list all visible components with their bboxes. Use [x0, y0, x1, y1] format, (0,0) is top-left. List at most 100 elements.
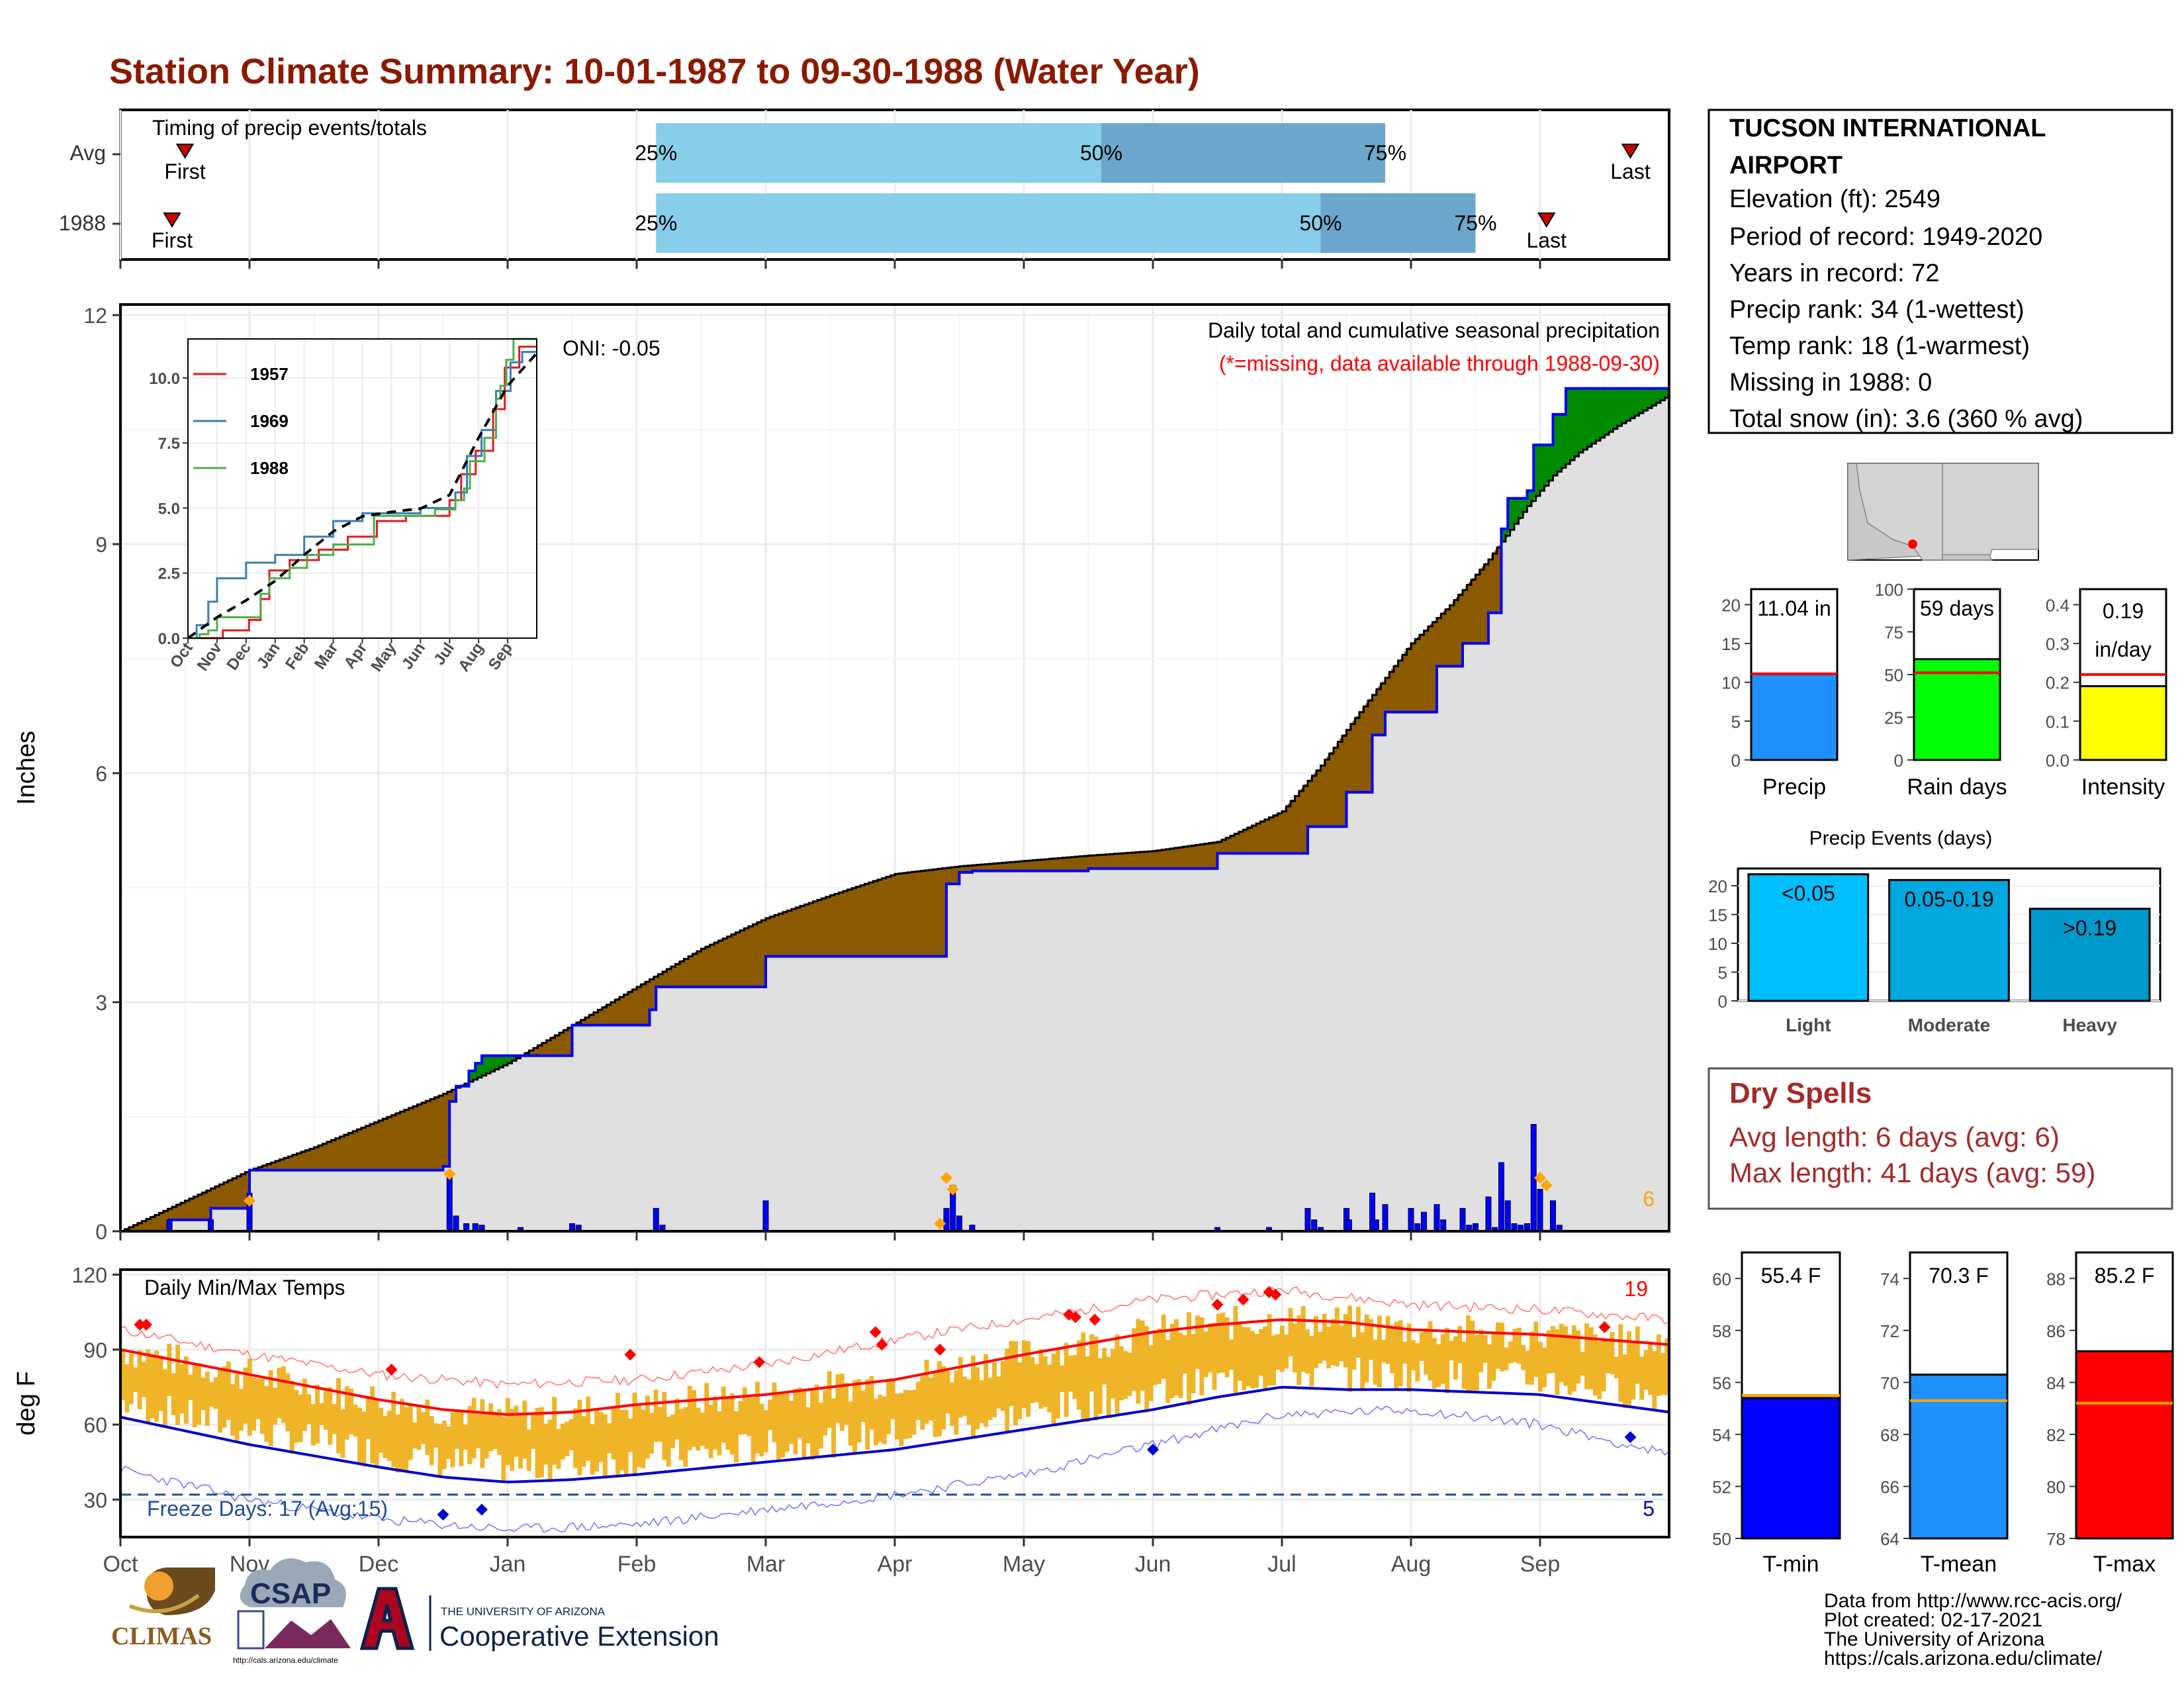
daily-temp-bar — [1309, 1336, 1314, 1387]
daily-temp-bar — [784, 1392, 790, 1452]
daily-temp-bar — [1559, 1323, 1564, 1383]
daily-precip-bar — [762, 1200, 769, 1232]
daily-precip-bar — [453, 1215, 459, 1232]
daily-temp-bar — [315, 1384, 320, 1444]
timing-first-label: First — [152, 228, 193, 252]
daily-temp-bar — [933, 1373, 938, 1437]
daily-temp-bar — [1237, 1324, 1242, 1381]
daily-temp-bar — [1381, 1339, 1387, 1363]
daily-temp-bar — [1584, 1323, 1590, 1389]
daily-temp-bar — [1394, 1321, 1399, 1389]
daily-temp-bar — [768, 1399, 773, 1430]
daily-temp-bar — [569, 1419, 574, 1451]
inset-ytick-label: 7.5 — [158, 435, 180, 453]
daily-temp-bar — [264, 1386, 269, 1442]
daily-temp-bar — [183, 1356, 189, 1424]
temp-ytick-label: 90 — [83, 1338, 107, 1362]
daily-temp-bar — [772, 1382, 777, 1442]
daily-temp-bar — [1601, 1340, 1606, 1391]
daily-temp-bar — [1242, 1327, 1247, 1391]
daily-temp-bar — [374, 1399, 379, 1468]
inset-line-1988 — [188, 338, 537, 639]
daily-temp-bar — [1068, 1355, 1073, 1392]
summary-ytick-label: 75 — [1884, 623, 1903, 643]
temp-summary-ytick-label: 86 — [2046, 1321, 2066, 1341]
daily-temp-bar — [344, 1386, 349, 1440]
daily-temp-bar — [1093, 1336, 1099, 1421]
daily-temp-bar — [1445, 1327, 1450, 1393]
daily-temp-bar — [915, 1382, 921, 1420]
daily-temp-bar — [814, 1384, 819, 1456]
temp-summary-ytick-label: 70 — [1880, 1373, 1899, 1393]
daily-temp-bar — [776, 1391, 781, 1462]
daily-temp-bar — [856, 1379, 862, 1443]
daily-temp-bar — [1203, 1331, 1208, 1378]
footer-data-source: Data from http://www.rcc-acis.org/ — [1824, 1590, 2122, 1612]
summary-category-label-1: Rain days — [1907, 774, 2007, 800]
record-high-marker — [134, 1319, 146, 1331]
daily-temp-bar — [1618, 1324, 1623, 1402]
daily-temp-bar — [463, 1425, 468, 1450]
daily-temp-bar — [239, 1389, 244, 1431]
daily-precip-bar — [1345, 1219, 1352, 1232]
daily-temp-bar — [255, 1378, 261, 1419]
precip-summary-charts: 11.04 in 0 5 10 15 20 Precip 59 days 0 25 50 75 100 R… — [1721, 580, 2167, 800]
daily-temp-bar — [353, 1404, 358, 1437]
daily-temp-bar — [903, 1389, 908, 1439]
daily-temp-bar — [209, 1382, 214, 1407]
daily-record-marker — [443, 1168, 456, 1180]
freeze-days-label: Freeze Days: 17 (Avg:15) — [147, 1497, 388, 1521]
daily-temp-bar — [213, 1377, 218, 1409]
inset-ytick-label: 0.0 — [158, 630, 180, 648]
daily-temp-bar — [383, 1415, 388, 1458]
daily-temp-bar — [590, 1424, 595, 1475]
daily-temp-bar — [1153, 1331, 1158, 1385]
daily-temp-bar — [1220, 1312, 1226, 1373]
daily-temp-bar — [899, 1393, 904, 1446]
daily-temp-bar — [1415, 1343, 1420, 1382]
daily-temp-bar — [1173, 1319, 1179, 1396]
daily-temp-bar — [1102, 1348, 1107, 1385]
precip-ytick-label: 9 — [95, 533, 107, 557]
daily-temp-bar — [1576, 1330, 1581, 1384]
daily-temp-bar — [950, 1382, 955, 1427]
temp-summary-bar-2 — [2075, 1350, 2174, 1540]
location-map — [1847, 463, 2039, 561]
daily-precip-bar — [1408, 1207, 1414, 1232]
daily-temp-bar — [848, 1401, 853, 1446]
ua-a-icon — [359, 1587, 415, 1650]
precip-ytick-label: 0 — [95, 1220, 107, 1244]
daily-temp-bar — [539, 1407, 544, 1477]
ua-logo: THE UNIVERSITY OF ARIZONA Cooperative Ex… — [359, 1587, 719, 1652]
daily-temp-bar — [895, 1393, 899, 1440]
daily-temp-bar — [1330, 1319, 1336, 1366]
daily-temp-bar — [133, 1367, 138, 1392]
daily-temp-bar — [505, 1398, 510, 1466]
timing-row-label-1988: 1988 — [59, 211, 106, 235]
daily-temp-bar — [1081, 1332, 1086, 1420]
observed-cumulative-line — [120, 387, 1669, 1233]
daily-record-marker — [946, 1183, 959, 1196]
events-ytick-label: 10 — [1708, 934, 1727, 954]
timing-row-label-avg: Avg — [69, 141, 106, 165]
daily-temp-bar — [1169, 1323, 1175, 1399]
precip-subtitle: (*=missing, data available through 1988-… — [1219, 352, 1660, 375]
summary-value-label-2: 0.19 — [2103, 599, 2144, 623]
daily-temp-bar — [412, 1422, 418, 1449]
temp-summary-bar-1 — [1909, 1374, 2009, 1540]
daily-temp-bar — [1322, 1313, 1327, 1361]
daily-temp-bar — [751, 1397, 756, 1463]
daily-temp-bar — [683, 1407, 688, 1467]
climas-logo: CLIMAS — [111, 1568, 215, 1650]
temp-summary-bar-0 — [1741, 1397, 1841, 1540]
climas-sun-icon — [144, 1571, 173, 1601]
daily-precip-bar — [1433, 1204, 1440, 1232]
map-region-newmexico — [1942, 463, 2039, 561]
ua-big-text: Cooperative Extension — [439, 1620, 719, 1652]
month-label: Apr — [878, 1552, 913, 1577]
daily-temp-bar — [759, 1403, 764, 1457]
month-label: May — [1003, 1552, 1045, 1577]
summary-value-unit-2: in/day — [2095, 637, 2151, 661]
timing-last-label: Last — [1527, 228, 1567, 252]
summary-ytick-label: 20 — [1721, 595, 1741, 615]
